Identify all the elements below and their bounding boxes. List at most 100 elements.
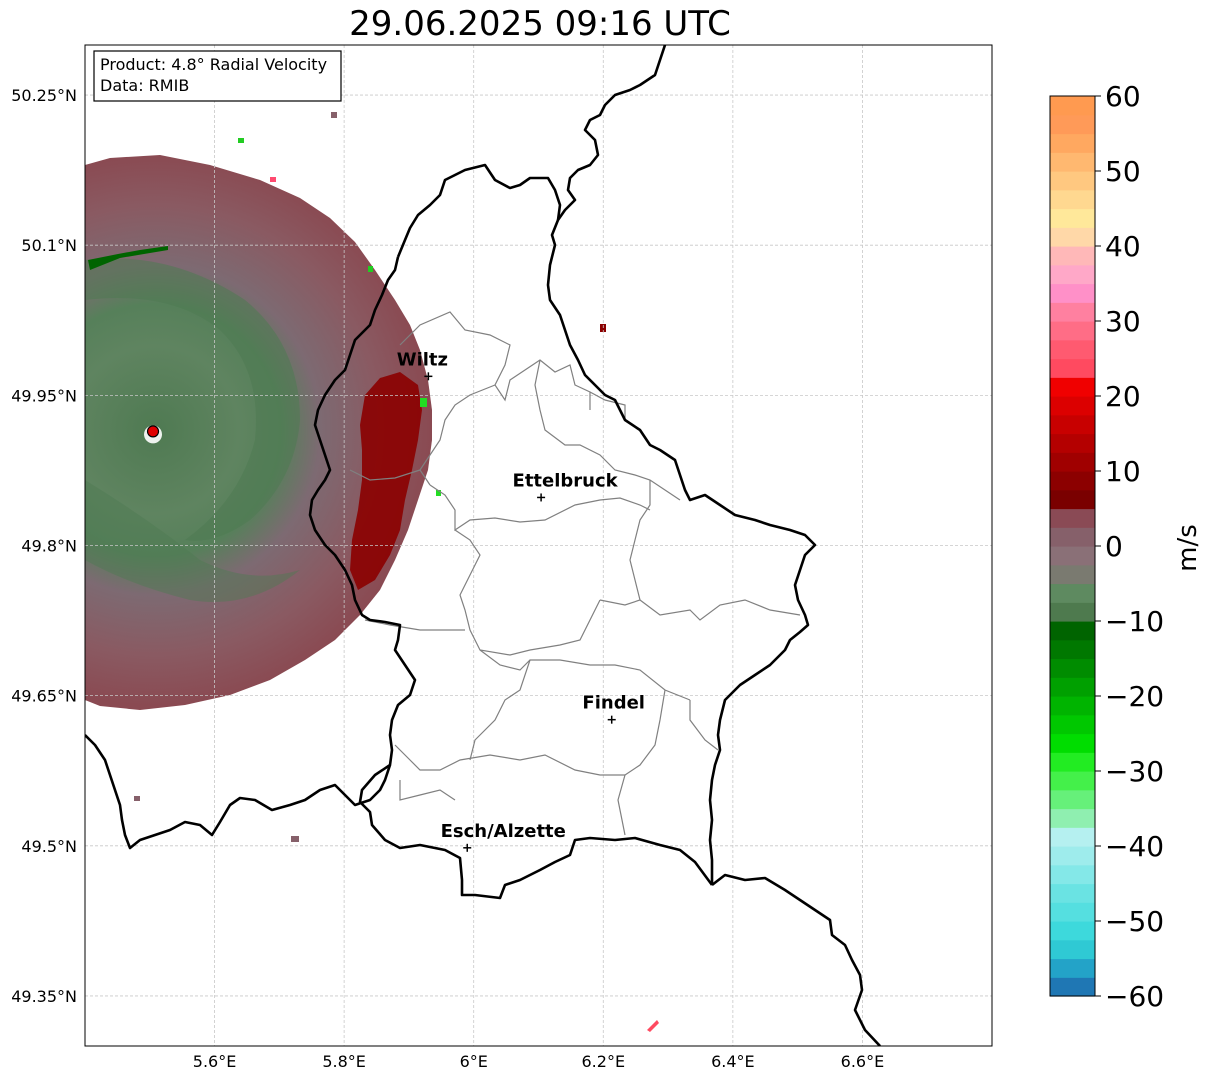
colorbar-segment xyxy=(1050,264,1095,285)
colorbar-segment xyxy=(1050,977,1095,997)
colorbar-segment xyxy=(1050,527,1095,547)
colorbar-segment xyxy=(1050,939,1095,960)
echo-pixel xyxy=(291,836,299,842)
colorbar-segment xyxy=(1050,452,1095,472)
colorbar-segment xyxy=(1050,846,1095,866)
echo-pixel xyxy=(270,177,276,182)
lon-tick-label: 6°E xyxy=(460,1052,488,1071)
city-label: Findel xyxy=(582,693,645,714)
lat-tick-label: 50.25°N xyxy=(11,86,77,105)
city-label: Wiltz xyxy=(397,349,448,370)
colorbar-segment xyxy=(1050,471,1095,491)
colorbar-tick-label: 30 xyxy=(1105,305,1141,338)
colorbar-segment xyxy=(1050,152,1095,172)
echo-pixel xyxy=(647,1020,659,1032)
colorbar-segment xyxy=(1050,189,1095,210)
colorbar-segment xyxy=(1050,733,1095,753)
info-data-source: Data: RMIB xyxy=(100,76,189,95)
colorbar-segment xyxy=(1050,564,1095,585)
colorbar-segment xyxy=(1050,546,1095,566)
colorbar-segment xyxy=(1050,621,1095,641)
colorbar-segment xyxy=(1050,864,1095,885)
inbound-swirl xyxy=(85,480,300,602)
colorbar-segment xyxy=(1050,677,1095,697)
colorbar-segment xyxy=(1050,396,1095,416)
colorbar-segment xyxy=(1050,883,1095,903)
colorbar-tick-label: 50 xyxy=(1105,155,1141,188)
lat-tick-label: 50.1°N xyxy=(21,236,77,255)
lon-tick-label: 5.8°E xyxy=(322,1052,366,1071)
colorbar-segment xyxy=(1050,696,1095,716)
info-product: Product: 4.8° Radial Velocity xyxy=(100,55,327,74)
colorbar-label: m/s xyxy=(1173,524,1203,572)
colorbar-tick-label: −60 xyxy=(1105,980,1164,1013)
colorbar-segment xyxy=(1050,133,1095,153)
colorbar-tick-label: 40 xyxy=(1105,230,1141,263)
colorbar-tick-label: −50 xyxy=(1105,905,1164,938)
colorbar-segment xyxy=(1050,508,1095,528)
city-label: Ettelbruck xyxy=(513,470,619,491)
colorbar-tick-label: −20 xyxy=(1105,680,1164,713)
colorbar-segment xyxy=(1050,714,1095,735)
colorbar-segment xyxy=(1050,789,1095,810)
colorbar-segment xyxy=(1050,246,1095,266)
colorbar-segment xyxy=(1050,602,1095,622)
colorbar-segment xyxy=(1050,771,1095,791)
colorbar-segment xyxy=(1050,321,1095,341)
colorbar-tick-label: −10 xyxy=(1105,605,1164,638)
lon-tick-label: 6.6°E xyxy=(841,1052,885,1071)
colorbar-segment xyxy=(1050,639,1095,660)
colorbar-segment xyxy=(1050,96,1095,116)
lat-tick-label: 49.5°N xyxy=(21,837,77,856)
colorbar-segment xyxy=(1050,902,1095,922)
lat-tick-label: 49.65°N xyxy=(11,687,77,706)
city-markers: Wiltz Ettelbruck Findel Esch/Alzette xyxy=(397,349,645,852)
radar-site-marker xyxy=(144,425,163,444)
echo-pixel xyxy=(331,112,337,118)
colorbar-tick-label: 20 xyxy=(1105,380,1141,413)
info-box: Product: 4.8° Radial Velocity Data: RMIB xyxy=(93,50,342,102)
colorbar-tick-label: 60 xyxy=(1105,80,1141,113)
colorbar-segment xyxy=(1050,583,1095,603)
colorbar-segment xyxy=(1050,921,1095,941)
echo-pixel xyxy=(88,246,168,270)
colorbar-segment xyxy=(1050,208,1095,228)
colorbar-tick-label: 10 xyxy=(1105,455,1141,488)
map-title: 29.06.2025 09:16 UTC xyxy=(349,4,731,44)
echo-pixel xyxy=(134,796,140,801)
colorbar-segment xyxy=(1050,302,1095,322)
colorbar-segment xyxy=(1050,283,1095,303)
colorbar-segment xyxy=(1050,433,1095,453)
colorbar-segment xyxy=(1050,171,1095,191)
velocity-colorbar: 60 50 40 30 20 10 0 −10 −20 −30 −40 −50 −60 xyxy=(1049,80,1164,1013)
colorbar-segment xyxy=(1050,827,1095,847)
colorbar-segment xyxy=(1050,658,1095,678)
colorbar-segment xyxy=(1050,227,1095,247)
latitude-ticks: 50.25°N 50.1°N 49.95°N 49.8°N 49.65°N 49.5°N 4… xyxy=(11,86,77,1006)
lat-tick-label: 49.95°N xyxy=(11,386,77,405)
city-label: Esch/Alzette xyxy=(441,821,566,842)
inbound-ring xyxy=(85,258,300,541)
colorbar-segment xyxy=(1050,752,1095,772)
strong-outbound-cluster xyxy=(350,372,422,590)
colorbar-segment xyxy=(1050,114,1095,135)
colorbar-tick-label: 0 xyxy=(1105,530,1123,563)
lon-tick-label: 5.6°E xyxy=(193,1052,237,1071)
longitude-ticks: 5.6°E 5.8°E 6°E 6.2°E 6.4°E 6.6°E xyxy=(193,1052,884,1071)
colorbar-segment xyxy=(1050,414,1095,435)
echo-pixel xyxy=(368,266,373,272)
colorbar-segment xyxy=(1050,808,1095,828)
colorbar-segment xyxy=(1050,489,1095,510)
axes-frame xyxy=(84,44,993,1047)
colorbar-tick-label: −30 xyxy=(1105,755,1164,788)
lat-tick-label: 49.35°N xyxy=(11,987,77,1006)
colorbar-segment xyxy=(1050,358,1095,378)
lon-tick-label: 6.2°E xyxy=(582,1052,626,1071)
lon-tick-label: 6.4°E xyxy=(711,1052,755,1071)
colorbar-segment xyxy=(1050,958,1095,978)
echo-pixel xyxy=(420,398,427,407)
echo-pixel xyxy=(238,138,244,143)
colorbar-segment xyxy=(1050,377,1095,397)
country-borders xyxy=(85,45,881,1046)
